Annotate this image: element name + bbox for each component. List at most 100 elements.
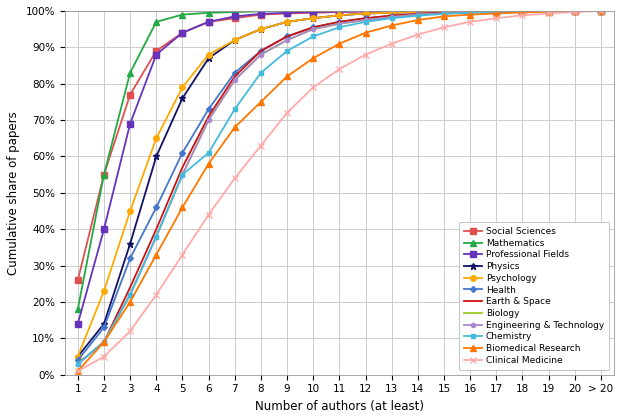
Physics: [336, 13, 343, 18]
Social Sciences: [597, 8, 605, 13]
Mathematics: [257, 9, 264, 14]
Physics: [414, 10, 422, 15]
Psychology: [126, 209, 134, 214]
Physics: [519, 8, 526, 13]
Mathematics: [362, 8, 369, 13]
Psychology: [310, 16, 317, 21]
Social Sciences: [126, 92, 134, 97]
Earth & Space: [336, 19, 343, 24]
Social Sciences: [493, 8, 500, 13]
Engineering & Technology: [466, 10, 474, 15]
Line: Professional Fields: Professional Fields: [75, 8, 604, 327]
Biology: [440, 11, 448, 16]
Engineering & Technology: [388, 15, 396, 20]
Chemistry: [466, 10, 474, 15]
Biology: [310, 26, 317, 32]
Chemistry: [571, 8, 578, 13]
Earth & Space: [74, 361, 81, 366]
Psychology: [336, 13, 343, 18]
Earth & Space: [152, 227, 160, 232]
Engineering & Technology: [126, 292, 134, 297]
Biomedical Research: [388, 23, 396, 28]
Line: Clinical Medicine: Clinical Medicine: [75, 8, 604, 374]
Social Sciences: [257, 12, 264, 17]
Professional Fields: [283, 10, 290, 15]
Social Sciences: [414, 8, 422, 13]
Legend: Social Sciences, Mathematics, Professional Fields, Physics, Psychology, Health, : Social Sciences, Mathematics, Profession…: [458, 222, 610, 370]
Social Sciences: [466, 8, 474, 13]
Engineering & Technology: [414, 12, 422, 17]
Health: [440, 10, 448, 15]
Biomedical Research: [362, 30, 369, 35]
Earth & Space: [597, 8, 605, 13]
Physics: [440, 9, 448, 14]
Physics: [362, 11, 369, 16]
Biology: [126, 292, 134, 297]
Biomedical Research: [545, 9, 552, 14]
Physics: [310, 16, 317, 21]
Engineering & Technology: [545, 8, 552, 13]
Engineering & Technology: [257, 52, 264, 57]
Biology: [545, 8, 552, 13]
Social Sciences: [545, 8, 552, 13]
Professional Fields: [597, 8, 605, 13]
Professional Fields: [519, 8, 526, 13]
Health: [571, 8, 578, 13]
Clinical Medicine: [283, 110, 290, 116]
Professional Fields: [336, 9, 343, 14]
Social Sciences: [362, 9, 369, 14]
Chemistry: [257, 70, 264, 75]
Biology: [283, 37, 290, 42]
Engineering & Technology: [440, 11, 448, 16]
Biomedical Research: [440, 14, 448, 19]
Y-axis label: Cumulative share of papers: Cumulative share of papers: [7, 111, 20, 275]
Professional Fields: [100, 227, 108, 232]
Biomedical Research: [205, 161, 212, 166]
Physics: [205, 56, 212, 61]
Clinical Medicine: [440, 25, 448, 30]
Clinical Medicine: [493, 16, 500, 21]
Biology: [257, 52, 264, 57]
Biology: [231, 78, 238, 83]
Physics: [597, 8, 605, 13]
Clinical Medicine: [597, 8, 605, 13]
Professional Fields: [466, 8, 474, 13]
Mathematics: [571, 8, 578, 13]
Chemistry: [126, 292, 134, 297]
Earth & Space: [126, 285, 134, 290]
Mathematics: [545, 8, 552, 13]
Earth & Space: [257, 48, 264, 53]
Mathematics: [519, 8, 526, 13]
Professional Fields: [440, 8, 448, 13]
Chemistry: [100, 339, 108, 344]
Clinical Medicine: [179, 252, 186, 257]
Psychology: [388, 10, 396, 15]
Social Sciences: [571, 8, 578, 13]
Health: [519, 9, 526, 14]
Line: Earth & Space: Earth & Space: [78, 11, 601, 364]
Clinical Medicine: [545, 11, 552, 16]
Psychology: [152, 136, 160, 141]
Social Sciences: [231, 16, 238, 21]
Social Sciences: [310, 10, 317, 15]
Psychology: [100, 289, 108, 294]
Physics: [126, 241, 134, 246]
Psychology: [545, 8, 552, 13]
Earth & Space: [231, 74, 238, 79]
Biomedical Research: [466, 12, 474, 17]
Earth & Space: [205, 114, 212, 119]
Line: Chemistry: Chemistry: [76, 9, 603, 366]
Engineering & Technology: [283, 37, 290, 42]
Clinical Medicine: [100, 354, 108, 359]
Social Sciences: [440, 8, 448, 13]
Psychology: [257, 26, 264, 32]
Biology: [100, 339, 108, 344]
Line: Biomedical Research: Biomedical Research: [75, 8, 604, 374]
Mathematics: [388, 8, 396, 13]
Chemistry: [493, 10, 500, 15]
Biology: [74, 361, 81, 366]
Earth & Space: [310, 25, 317, 30]
Engineering & Technology: [100, 339, 108, 344]
Line: Physics: Physics: [74, 8, 605, 360]
Earth & Space: [179, 165, 186, 170]
